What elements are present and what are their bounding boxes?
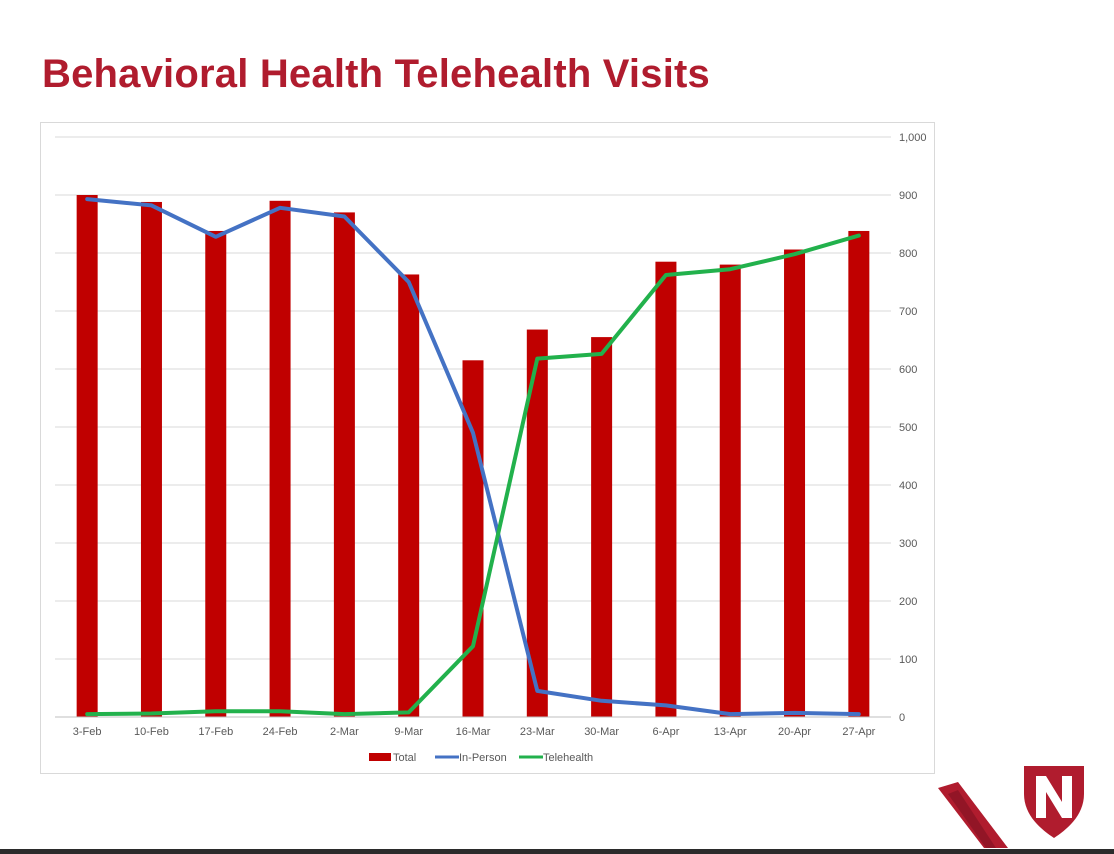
y-tick-label: 600 bbox=[899, 364, 917, 376]
legend-label: In-Person bbox=[459, 752, 507, 764]
chart-area: 0 100 200 300 400 500 600 700 800 900 1,000 3-Feb 10… bbox=[40, 122, 935, 774]
point-in-person bbox=[342, 214, 346, 218]
x-tick-label: 6-Apr bbox=[652, 726, 679, 738]
bar-total bbox=[398, 274, 420, 717]
y-tick-label: 800 bbox=[899, 248, 917, 260]
legend-label: Telehealth bbox=[543, 752, 593, 764]
bar-total bbox=[719, 264, 741, 717]
bar-total bbox=[655, 261, 677, 717]
point-in-person bbox=[535, 689, 539, 693]
point-telehealth bbox=[471, 644, 475, 648]
x-tick-label: 13-Apr bbox=[714, 726, 747, 738]
shield-n-mark bbox=[1036, 776, 1072, 818]
bar-total bbox=[140, 201, 162, 718]
y-tick-label: 700 bbox=[899, 306, 917, 318]
point-telehealth bbox=[535, 357, 539, 361]
bar-total bbox=[205, 230, 227, 717]
slide-title: Behavioral Health Telehealth Visits bbox=[42, 52, 710, 96]
point-in-person bbox=[857, 712, 861, 716]
x-tick-label: 24-Feb bbox=[263, 726, 298, 738]
point-in-person bbox=[793, 711, 797, 715]
point-telehealth bbox=[857, 234, 861, 238]
y-tick-label: 0 bbox=[899, 712, 905, 724]
point-telehealth bbox=[342, 712, 346, 716]
point-telehealth bbox=[664, 273, 668, 277]
point-in-person bbox=[728, 712, 732, 716]
bar-total bbox=[526, 329, 548, 717]
y-tick-label: 100 bbox=[899, 654, 917, 666]
bar-total bbox=[591, 337, 613, 717]
x-tick-label: 9-Mar bbox=[394, 726, 423, 738]
legend-label: Total bbox=[393, 752, 416, 764]
point-telehealth bbox=[85, 712, 89, 716]
y-tick-label: 400 bbox=[899, 480, 917, 492]
logo-stripe-shadow bbox=[948, 790, 996, 848]
bar-total bbox=[333, 212, 355, 717]
bar-total bbox=[76, 195, 98, 717]
point-telehealth bbox=[728, 267, 732, 271]
point-in-person bbox=[471, 431, 475, 435]
bar-total bbox=[269, 200, 291, 718]
point-in-person bbox=[600, 699, 604, 703]
point-telehealth bbox=[407, 710, 411, 714]
point-telehealth bbox=[278, 709, 282, 713]
x-tick-label: 30-Mar bbox=[584, 726, 619, 738]
y-tick-label: 300 bbox=[899, 538, 917, 550]
point-in-person bbox=[85, 197, 89, 201]
y-tick-label: 500 bbox=[899, 422, 917, 434]
point-in-person bbox=[407, 280, 411, 284]
point-in-person bbox=[278, 206, 282, 210]
x-tick-label: 3-Feb bbox=[73, 726, 102, 738]
point-telehealth bbox=[149, 712, 153, 716]
slide-bottom-rule bbox=[0, 849, 1114, 854]
x-tick-label: 16-Mar bbox=[456, 726, 491, 738]
x-tick-label: 17-Feb bbox=[198, 726, 233, 738]
bar-total bbox=[848, 230, 870, 717]
x-tick-label: 20-Apr bbox=[778, 726, 811, 738]
point-in-person bbox=[664, 703, 668, 707]
point-in-person bbox=[149, 203, 153, 207]
y-tick-label: 200 bbox=[899, 596, 917, 608]
university-logo bbox=[938, 766, 1084, 848]
combo-chart: 0 100 200 300 400 500 600 700 800 900 1,000 3-Feb 10… bbox=[55, 132, 927, 764]
x-tick-label: 10-Feb bbox=[134, 726, 169, 738]
point-in-person bbox=[214, 235, 218, 239]
point-telehealth bbox=[214, 709, 218, 713]
y-tick-label: 1,000 bbox=[899, 132, 927, 144]
point-telehealth bbox=[793, 252, 797, 256]
x-tick-label: 27-Apr bbox=[842, 726, 875, 738]
legend-swatch bbox=[369, 753, 391, 761]
point-telehealth bbox=[600, 352, 604, 356]
y-tick-label: 900 bbox=[899, 190, 917, 202]
x-tick-label: 23-Mar bbox=[520, 726, 555, 738]
bar-total bbox=[784, 249, 806, 717]
x-tick-label: 2-Mar bbox=[330, 726, 359, 738]
